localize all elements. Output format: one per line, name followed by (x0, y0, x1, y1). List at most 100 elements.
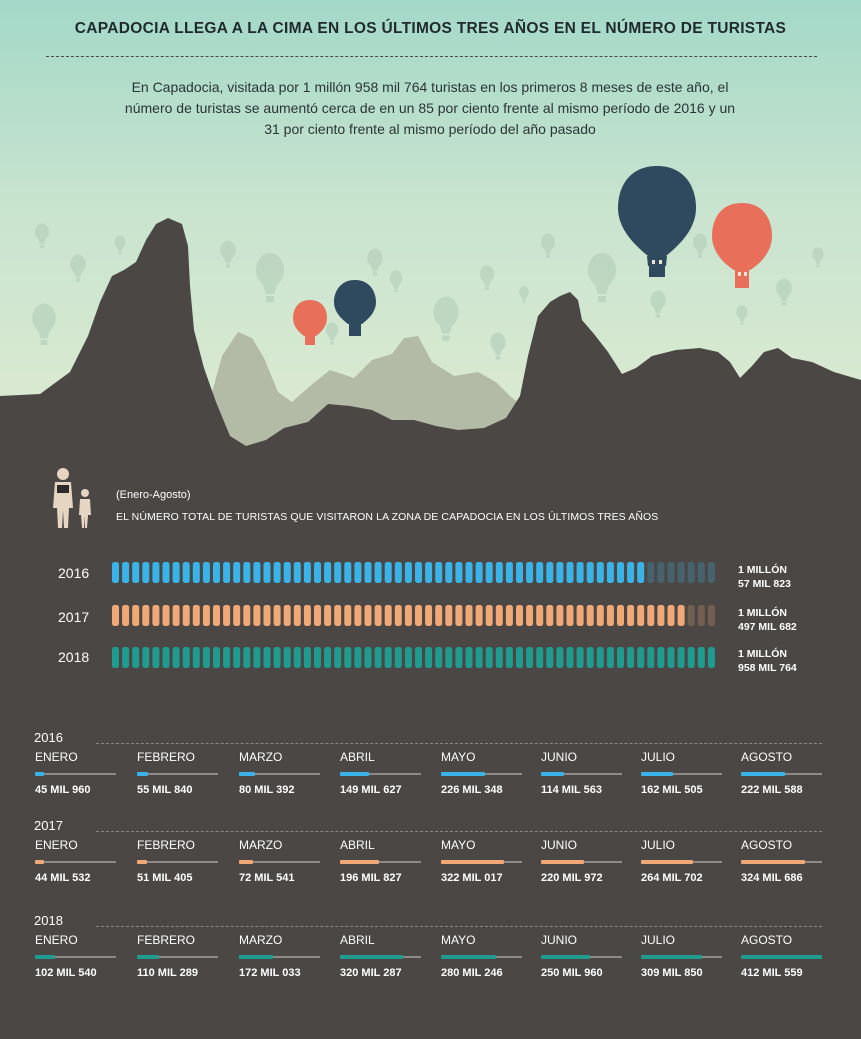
bar-segment-2018-9 (192, 647, 200, 668)
total-value-2017: 1 MILLÓN 497 MIL 682 (738, 606, 797, 634)
bar-segment-2016-8 (182, 562, 190, 583)
bar-segment-2017-30 (404, 605, 412, 626)
month-track-2018-agosto (741, 955, 822, 959)
bar-segment-2016-35 (455, 562, 463, 583)
bar-segment-2016-36 (465, 562, 473, 583)
bar-segment-2018-41 (516, 647, 523, 668)
bar-segment-2016-25 (354, 562, 362, 583)
section-year-2017: 2017 (34, 818, 63, 833)
bar-segment-2016-15 (253, 562, 261, 583)
bar-segment-2018-49 (596, 647, 604, 668)
bar-segment-2018-21 (314, 647, 321, 668)
bar-segment-2018-44 (546, 647, 554, 668)
month-value-2016-enero: 45 MIL 960 (35, 784, 91, 796)
bar-segment-2017-38 (485, 605, 493, 626)
month-label-2017-enero: ENERO (35, 838, 78, 852)
month-value-2018-marzo: 172 MIL 033 (239, 967, 301, 979)
bar-segment-2018-59 (697, 647, 705, 668)
section-year-2016: 2016 (34, 730, 63, 745)
month-track-2016-junio (541, 772, 622, 776)
bar-segment-2016-1 (112, 562, 119, 583)
bar-segment-2018-51 (617, 647, 624, 668)
bar-segment-2016-60 (707, 562, 715, 583)
bar-segment-2018-10 (202, 647, 210, 668)
month-label-2018-junio: JUNIO (541, 933, 577, 947)
bar-segment-2017-53 (637, 605, 645, 626)
month-bar-2017-junio (541, 860, 585, 864)
month-track-2016-mayo (441, 772, 522, 776)
month-bar-2017-marzo (239, 860, 254, 864)
intro-paragraph: En Capadocia, visitada por 1 millón 958 … (124, 79, 736, 137)
bar-segment-2018-11 (213, 647, 220, 668)
bar-segment-2017-22 (324, 605, 332, 626)
bar-segment-2016-10 (202, 562, 210, 583)
month-track-2016-julio (641, 772, 722, 776)
month-label-2016-julio: JULIO (641, 750, 676, 764)
bar-segment-2017-56 (667, 605, 675, 626)
bar-segment-2018-23 (334, 647, 342, 668)
month-value-2018-enero: 102 MIL 540 (35, 967, 97, 979)
bar-segment-2018-3 (132, 647, 140, 668)
bar-segment-2017-21 (314, 605, 321, 626)
bar-segment-2017-26 (364, 605, 372, 626)
bar-segment-2017-8 (182, 605, 190, 626)
bar-segment-2018-5 (152, 647, 160, 668)
bar-segment-2017-36 (465, 605, 473, 626)
large-navy-balloon (618, 166, 696, 277)
month-bar-2017-mayo (441, 860, 505, 864)
bar-segment-2017-4 (142, 605, 150, 626)
month-track-2018-julio (641, 955, 722, 959)
bar-segment-2018-37 (475, 647, 483, 668)
bar-segment-2016-46 (566, 562, 574, 583)
bar-segment-2017-20 (303, 605, 311, 626)
month-label-2018-mayo: MAYO (441, 933, 476, 947)
month-value-2017-enero: 44 MIL 532 (35, 872, 91, 884)
bar-segment-2016-3 (132, 562, 140, 583)
bar-segment-2018-24 (344, 647, 352, 668)
month-track-2016-abril (340, 772, 421, 776)
bar-segment-2016-57 (677, 562, 685, 583)
month-label-2017-julio: JULIO (641, 838, 676, 852)
bar-segment-2018-30 (404, 647, 412, 668)
month-bar-2018-junio (541, 955, 591, 959)
month-track-2017-febrero (137, 860, 218, 864)
month-track-2018-febrero (137, 955, 218, 959)
bar-segment-2018-55 (657, 647, 665, 668)
bar-segment-2018-27 (374, 647, 382, 668)
month-value-2016-agosto: 222 MIL 588 (741, 784, 803, 796)
bar-segment-2018-57 (677, 647, 685, 668)
bar-segment-2017-54 (647, 605, 655, 626)
bar-segment-2017-19 (293, 605, 301, 626)
bar-segment-2017-35 (455, 605, 463, 626)
bar-segment-2018-28 (384, 647, 392, 668)
bar-segment-2016-18 (283, 562, 291, 583)
bar-segment-2018-18 (283, 647, 291, 668)
bar-segment-2016-26 (364, 562, 372, 583)
bar-segment-2018-53 (637, 647, 645, 668)
bar-segment-2018-35 (455, 647, 463, 668)
month-value-2018-junio: 250 MIL 960 (541, 967, 603, 979)
month-label-2016-mayo: MAYO (441, 750, 476, 764)
bar-segment-2018-34 (445, 647, 453, 668)
bar-segment-2016-6 (162, 562, 170, 583)
month-value-2017-agosto: 324 MIL 686 (741, 872, 803, 884)
month-bar-2017-abril (340, 860, 379, 864)
bar-segment-2017-24 (344, 605, 352, 626)
bar-segment-2017-59 (697, 605, 705, 626)
bar-segment-2018-25 (354, 647, 362, 668)
month-value-2017-mayo: 322 MIL 017 (441, 872, 503, 884)
bar-segment-2017-48 (586, 605, 594, 626)
bar-segment-2016-7 (172, 562, 180, 583)
bar-segment-2018-52 (627, 647, 635, 668)
month-value-2018-febrero: 110 MIL 289 (137, 967, 198, 979)
month-value-2017-julio: 264 MIL 702 (641, 872, 703, 884)
total-value-line2: 497 MIL 682 (738, 621, 797, 633)
month-value-2018-mayo: 280 MIL 246 (441, 967, 503, 979)
bar-segment-2018-42 (526, 647, 534, 668)
month-label-2016-marzo: MARZO (239, 750, 283, 764)
month-track-2016-enero (35, 772, 116, 776)
year-label-2018: 2018 (58, 649, 90, 665)
bar-segment-2018-16 (263, 647, 271, 668)
bar-segment-2016-24 (344, 562, 352, 583)
